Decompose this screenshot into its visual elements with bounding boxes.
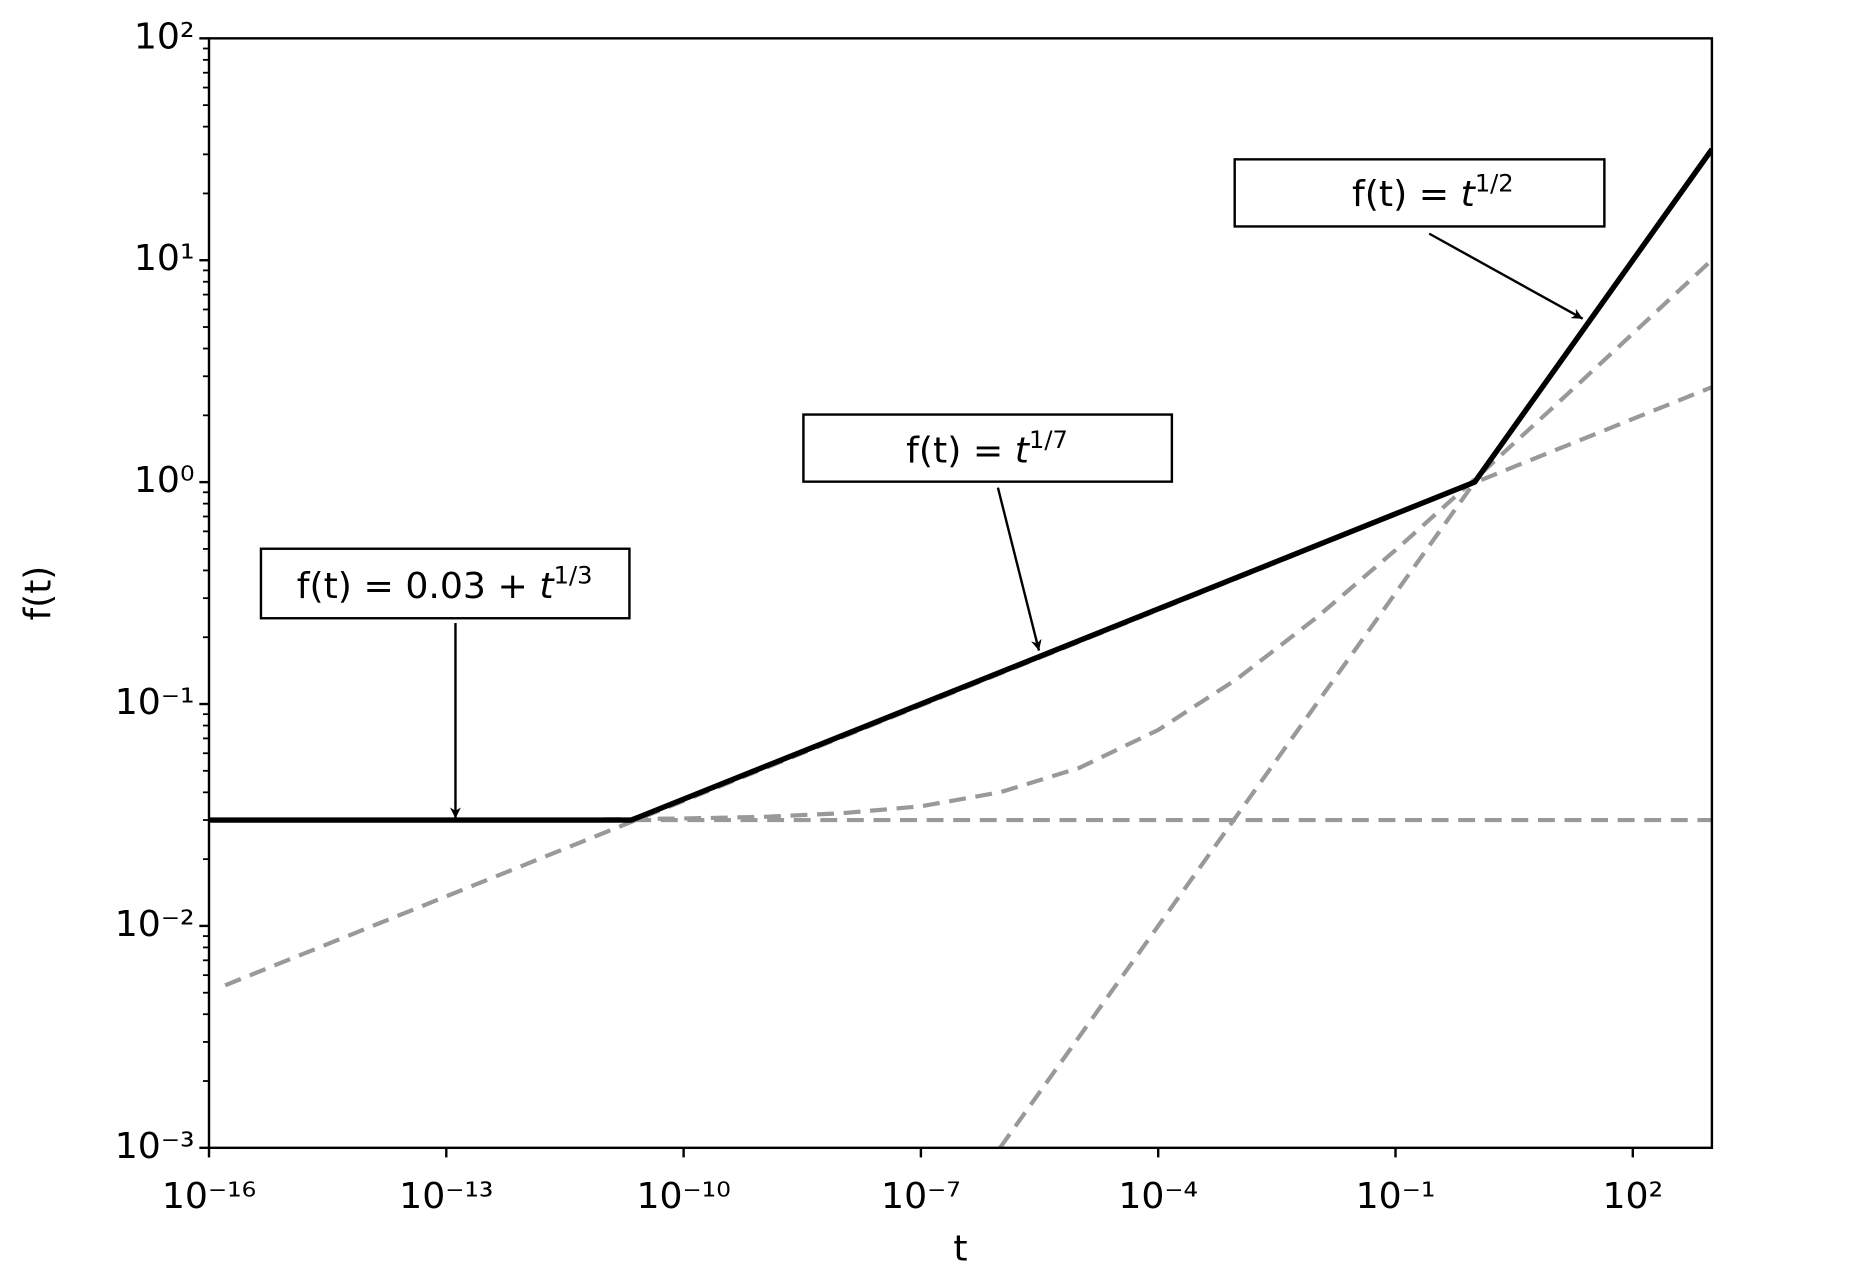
- annotation-text: f(t) = t1/2: [1352, 170, 1514, 215]
- annotation-text: f(t) = 0.03 + t1/3: [297, 562, 593, 607]
- x-tick-label: 10⁻¹³: [399, 1175, 493, 1217]
- x-axis-label: t: [953, 1228, 967, 1270]
- annotation-text: f(t) = t1/7: [906, 426, 1068, 471]
- y-tick-label: 10⁻³: [115, 1125, 195, 1167]
- annotation-arrow: [996, 487, 1042, 651]
- y-tick-label: 10⁰: [134, 459, 195, 501]
- annotation-box: [1233, 158, 1606, 228]
- y-tick-label: 10⁻¹: [115, 681, 195, 723]
- annotation-box: [802, 413, 1174, 483]
- annotation-prefix: f(t) =: [1352, 173, 1461, 215]
- y-tick-label: 10²: [134, 15, 195, 57]
- annotation: f(t) = 0.03 + t1/3: [259, 547, 631, 819]
- annotation-arrow: [1428, 232, 1584, 320]
- x-tick-label: 10⁻⁷: [881, 1175, 961, 1217]
- y-tick-label: 10¹: [134, 237, 195, 279]
- series-line: [604, 258, 1712, 822]
- annotation-prefix: f(t) = 0.03 +: [297, 565, 540, 607]
- x-tick-label: 10²: [1602, 1175, 1663, 1217]
- annotation-base: t: [539, 565, 555, 607]
- x-tick-label: 10⁻¹: [1356, 1175, 1436, 1217]
- ticks: 10⁻¹⁶ 10⁻¹³ 10⁻¹⁰ 10⁻⁷ 10⁻⁴ 10⁻¹ 10² 10⁻³ 10⁻² 10…: [115, 15, 1663, 1217]
- x-tick-label: 10⁻¹⁶: [162, 1175, 256, 1217]
- y-axis-label: f(t): [18, 566, 60, 621]
- series-line: [209, 147, 1712, 823]
- x-tick-label: 10⁻⁴: [1118, 1175, 1198, 1217]
- annotation: f(t) = t1/7: [802, 413, 1174, 651]
- y-tick-label: 10⁻²: [115, 903, 195, 945]
- annotation-exponent: 1/7: [1029, 426, 1068, 454]
- annotation-exponent: 1/2: [1475, 170, 1514, 198]
- plot-frame: [207, 37, 1714, 1150]
- plot-lines: [209, 147, 1712, 1148]
- annotation-box: [259, 547, 631, 620]
- x-tick-label: 10⁻¹⁰: [636, 1175, 730, 1217]
- annotation: f(t) = t1/2: [1233, 158, 1606, 320]
- series-line: [998, 148, 1712, 1148]
- annotation-base: t: [1015, 430, 1031, 472]
- annotation-exponent: 1/3: [554, 562, 593, 590]
- annotation-base: t: [1461, 173, 1477, 215]
- annotation-prefix: f(t) =: [906, 430, 1015, 472]
